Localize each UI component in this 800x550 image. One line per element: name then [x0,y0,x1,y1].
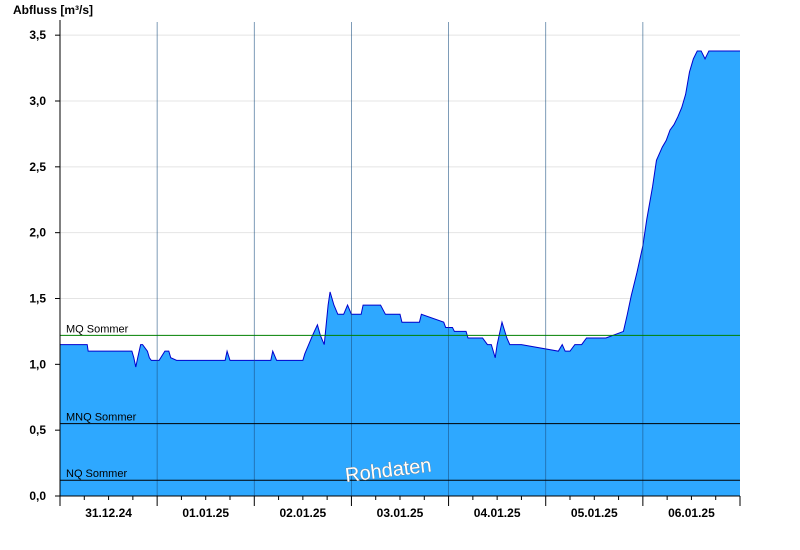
reference-label-0: MQ Sommer [66,323,129,335]
y-tick-label-3: 1,5 [29,292,46,306]
x-tick-label-2: 02.01.25 [279,506,326,520]
x-ticks: 31.12.24 01.01.25 02.01.25 03.01.25 04.01.25… [59,496,741,520]
day-separator-lines [156,22,644,496]
y-tick-label-4: 2,0 [29,226,46,240]
x-tick-label-3: 03.01.25 [377,506,424,520]
x-tick-label-0: 31.12.24 [85,506,132,520]
discharge-area-layer [60,50,740,496]
discharge-line [60,50,740,368]
y-tick-label-2: 1,0 [29,357,46,371]
x-tick-label-4: 04.01.25 [474,506,521,520]
x-tick-label-1: 01.01.25 [182,506,229,520]
y-axis-label: Abfluss [m³/s] [13,3,93,17]
x-tick-label-6: 06.01.25 [668,506,715,520]
reference-label-1: MNQ Sommer [66,412,137,424]
discharge-area [60,50,740,496]
y-tick-label-7: 3,5 [29,28,46,42]
reference-lines: MQ Sommer MNQ Sommer NQ Sommer [60,323,740,481]
y-tick-label-0: 0,0 [29,489,46,503]
y-tick-label-5: 2,5 [29,160,46,174]
y-tick-label-6: 3,0 [29,94,46,108]
y-tick-label-1: 0,5 [29,423,46,437]
reference-label-2: NQ Sommer [66,468,127,480]
y-ticks: 0,0 0,5 1,0 1,5 2,0 2,5 3,0 3,5 [29,28,60,503]
x-tick-label-5: 05.01.25 [571,506,618,520]
